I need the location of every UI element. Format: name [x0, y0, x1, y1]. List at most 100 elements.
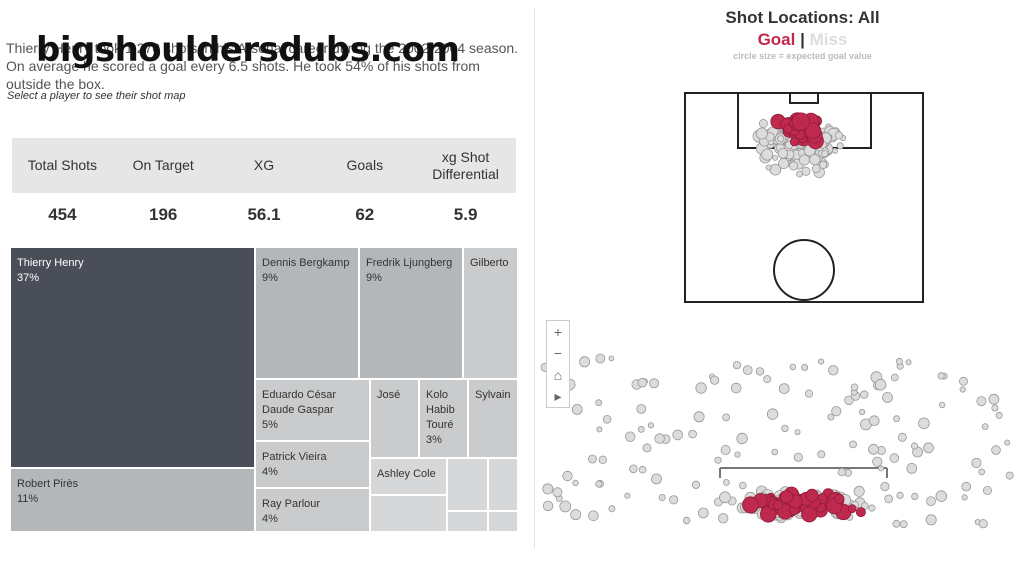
shot-miss-dot[interactable]: [710, 375, 720, 385]
shot-miss-dot[interactable]: [793, 452, 803, 462]
shot-miss-dot[interactable]: [608, 355, 615, 362]
shot-miss-dot[interactable]: [868, 415, 880, 427]
shot-miss-dot[interactable]: [766, 408, 779, 420]
shot-miss-dot[interactable]: [858, 408, 866, 416]
shot-miss-dot[interactable]: [595, 480, 603, 488]
shot-miss-dot[interactable]: [693, 411, 705, 423]
shot-miss-dot[interactable]: [647, 422, 655, 429]
shot-miss-dot[interactable]: [789, 363, 797, 371]
shot-miss-dot[interactable]: [625, 431, 636, 442]
shot-miss-dot[interactable]: [978, 519, 988, 529]
shot-miss-dot[interactable]: [642, 443, 652, 453]
shot-miss-dot[interactable]: [831, 406, 842, 417]
shot-miss-dot[interactable]: [720, 444, 731, 455]
shot-miss-dot[interactable]: [1005, 471, 1014, 480]
shot-miss-dot[interactable]: [988, 393, 1000, 405]
shot-miss-dot[interactable]: [559, 500, 572, 513]
shot-miss-dot[interactable]: [991, 404, 999, 412]
shot-miss-dot[interactable]: [868, 504, 876, 512]
shot-miss-dot[interactable]: [636, 403, 647, 414]
shot-miss-dot[interactable]: [571, 403, 583, 415]
treemap-tile-kolo-toure[interactable]: Kolo Habib Touré 3%: [419, 379, 468, 458]
shot-miss-dot[interactable]: [649, 378, 660, 389]
play-icon[interactable]: ▸: [554, 387, 562, 404]
shot-miss-dot[interactable]: [978, 468, 986, 476]
shot-miss-dot[interactable]: [860, 390, 869, 399]
shot-goal-dot[interactable]: [742, 496, 760, 514]
shot-goal-dot[interactable]: [804, 122, 822, 139]
shot-miss-dot[interactable]: [755, 127, 768, 140]
treemap-tile-thierry-henry[interactable]: Thierry Henry 37%: [10, 247, 255, 468]
shot-miss-dot[interactable]: [834, 131, 844, 140]
shot-miss-dot[interactable]: [804, 389, 814, 398]
legend-miss[interactable]: Miss: [809, 30, 848, 49]
shot-miss-dot[interactable]: [880, 481, 890, 492]
treemap-tile-robert-pires[interactable]: Robert Pirès 11%: [10, 468, 255, 532]
shot-miss-dot[interactable]: [1004, 439, 1011, 446]
treemap-tile-ashley-cole[interactable]: Ashley Cole: [370, 458, 447, 495]
shot-goal-dot[interactable]: [791, 112, 811, 131]
shot-miss-dot[interactable]: [961, 481, 971, 492]
shot-miss-dot[interactable]: [714, 456, 722, 464]
shot-miss-dot[interactable]: [624, 492, 631, 499]
shot-miss-dot[interactable]: [772, 154, 778, 161]
shot-miss-dot[interactable]: [672, 429, 683, 441]
shot-miss-dot[interactable]: [637, 425, 645, 433]
shot-miss-dot[interactable]: [723, 478, 730, 486]
shot-miss-dot[interactable]: [736, 432, 748, 445]
shot-miss-dot[interactable]: [688, 429, 697, 439]
shot-miss-dot[interactable]: [895, 357, 903, 365]
shot-miss-dot[interactable]: [794, 429, 801, 436]
shot-miss-dot[interactable]: [874, 378, 887, 391]
shot-miss-dot[interactable]: [819, 160, 828, 169]
shot-miss-dot[interactable]: [629, 464, 638, 474]
shot-miss-dot[interactable]: [734, 451, 741, 458]
shot-miss-dot[interactable]: [899, 520, 908, 529]
shot-miss-dot[interactable]: [853, 485, 865, 497]
treemap-tile-gilberto[interactable]: Gilberto: [463, 247, 518, 379]
shot-miss-dot[interactable]: [801, 166, 811, 176]
treemap-tile-unlabeled[interactable]: [447, 458, 488, 511]
shot-miss-dot[interactable]: [918, 417, 930, 430]
shot-goal-dot[interactable]: [801, 506, 818, 523]
shot-miss-dot[interactable]: [878, 465, 885, 472]
shot-miss-dot[interactable]: [905, 359, 912, 366]
shot-miss-dot[interactable]: [821, 150, 829, 158]
shot-miss-dot[interactable]: [892, 519, 901, 528]
treemap-tile-patrick-vieira[interactable]: Patrick Vieira 4%: [255, 441, 370, 488]
shot-miss-dot[interactable]: [608, 505, 616, 513]
shot-miss-dot[interactable]: [781, 424, 789, 433]
shot-miss-dot[interactable]: [742, 365, 753, 376]
treemap-tile-ray-parlour[interactable]: Ray Parlour 4%: [255, 488, 370, 532]
shot-miss-dot[interactable]: [654, 433, 665, 444]
shot-miss-dot[interactable]: [925, 514, 937, 526]
shot-miss-dot[interactable]: [765, 164, 772, 171]
shot-miss-dot[interactable]: [718, 513, 729, 524]
shot-miss-dot[interactable]: [837, 468, 847, 477]
shot-miss-dot[interactable]: [906, 462, 918, 474]
shot-miss-dot[interactable]: [579, 356, 591, 368]
shot-miss-dot[interactable]: [755, 367, 765, 376]
shot-miss-dot[interactable]: [588, 454, 597, 464]
shot-miss-dot[interactable]: [542, 500, 554, 512]
shot-miss-dot[interactable]: [911, 492, 919, 500]
shot-miss-dot[interactable]: [778, 383, 790, 395]
shot-miss-dot[interactable]: [695, 382, 707, 394]
shot-miss-dot[interactable]: [811, 164, 821, 174]
shot-miss-dot[interactable]: [937, 372, 945, 380]
shot-miss-dot[interactable]: [570, 509, 582, 521]
shot-miss-dot[interactable]: [832, 147, 838, 154]
shot-miss-dot[interactable]: [910, 442, 919, 450]
shot-miss-dot[interactable]: [777, 135, 785, 143]
shot-miss-dot[interactable]: [890, 373, 899, 382]
shot-goal-dot[interactable]: [855, 507, 866, 518]
shot-miss-dot[interactable]: [893, 415, 900, 423]
shot-miss-dot[interactable]: [971, 457, 982, 469]
shot-miss-dot[interactable]: [896, 491, 904, 499]
treemap-tile-unlabeled[interactable]: [370, 495, 447, 532]
shot-miss-dot[interactable]: [897, 432, 907, 442]
shot-miss-dot[interactable]: [697, 507, 709, 519]
home-icon[interactable]: ⌂: [553, 366, 563, 383]
shot-miss-dot[interactable]: [777, 148, 789, 159]
shot-miss-dot[interactable]: [771, 448, 778, 456]
